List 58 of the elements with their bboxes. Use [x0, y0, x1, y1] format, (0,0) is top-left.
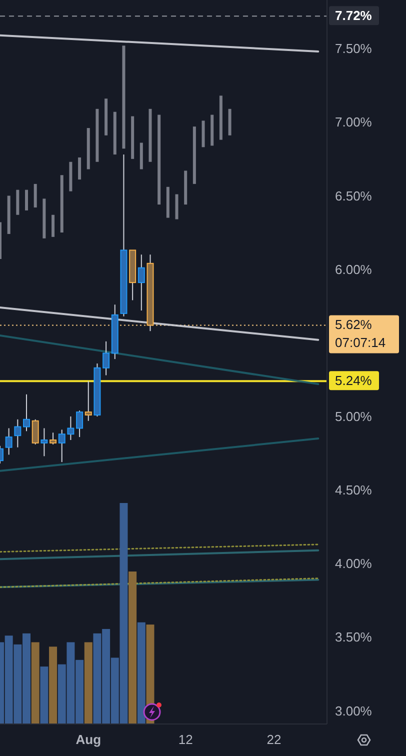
x-tick-label: Aug [76, 732, 102, 747]
bar [96, 108, 99, 162]
bar [113, 112, 116, 155]
candlestick [76, 410, 84, 438]
bar [184, 170, 188, 205]
bar [78, 157, 82, 180]
bar [52, 214, 55, 237]
bar [166, 186, 170, 218]
bar [158, 114, 161, 205]
y-tick-label: 6.50% [335, 188, 372, 204]
x-tick-label: 12 [178, 732, 193, 747]
candlestick [14, 418, 22, 448]
x-tick-label: 22 [266, 732, 282, 747]
ref-line-label: 7.72% [335, 8, 372, 24]
y-tick-label: 7.50% [335, 41, 372, 56]
bar [49, 646, 58, 724]
y-tick-label: 3.00% [335, 703, 372, 718]
text: 07:07:14 [335, 335, 386, 350]
y-tick-label: 7.00% [335, 114, 372, 130]
bar [69, 162, 72, 192]
candlestick [102, 340, 110, 376]
candlestick [32, 418, 39, 445]
bar [137, 622, 146, 724]
y-tick-label: 5.00% [335, 408, 372, 424]
bar [192, 126, 196, 184]
bar [210, 114, 214, 146]
bar [128, 572, 137, 724]
y-tick-label: 4.00% [335, 556, 372, 572]
bar [25, 190, 28, 210]
bar [7, 196, 10, 234]
bar [219, 96, 222, 140]
candlestick [84, 380, 92, 422]
bar [228, 108, 232, 136]
ref-line-label: 5.62% [335, 317, 372, 332]
bar [148, 108, 152, 162]
bar [131, 116, 134, 159]
candlestick [23, 394, 30, 432]
bar [140, 142, 143, 170]
y-tick-label: 4.50% [335, 482, 372, 498]
candlestick [50, 432, 57, 445]
candlestick [5, 428, 12, 456]
ref-line-label: 5.24% [335, 373, 372, 388]
bar [16, 190, 20, 215]
bar [60, 175, 64, 233]
candlestick [138, 254, 145, 311]
bar [202, 120, 205, 148]
candlestick [40, 428, 48, 457]
bar [86, 128, 90, 170]
bar [31, 642, 40, 724]
bar [40, 666, 48, 724]
y-tick-label: 6.00% [335, 262, 372, 277]
bar [34, 184, 37, 208]
bar [104, 98, 108, 136]
y-tick-label: 3.50% [335, 630, 372, 645]
bar [84, 642, 92, 724]
bar [42, 198, 46, 238]
bar [122, 46, 126, 149]
bar [175, 194, 178, 220]
